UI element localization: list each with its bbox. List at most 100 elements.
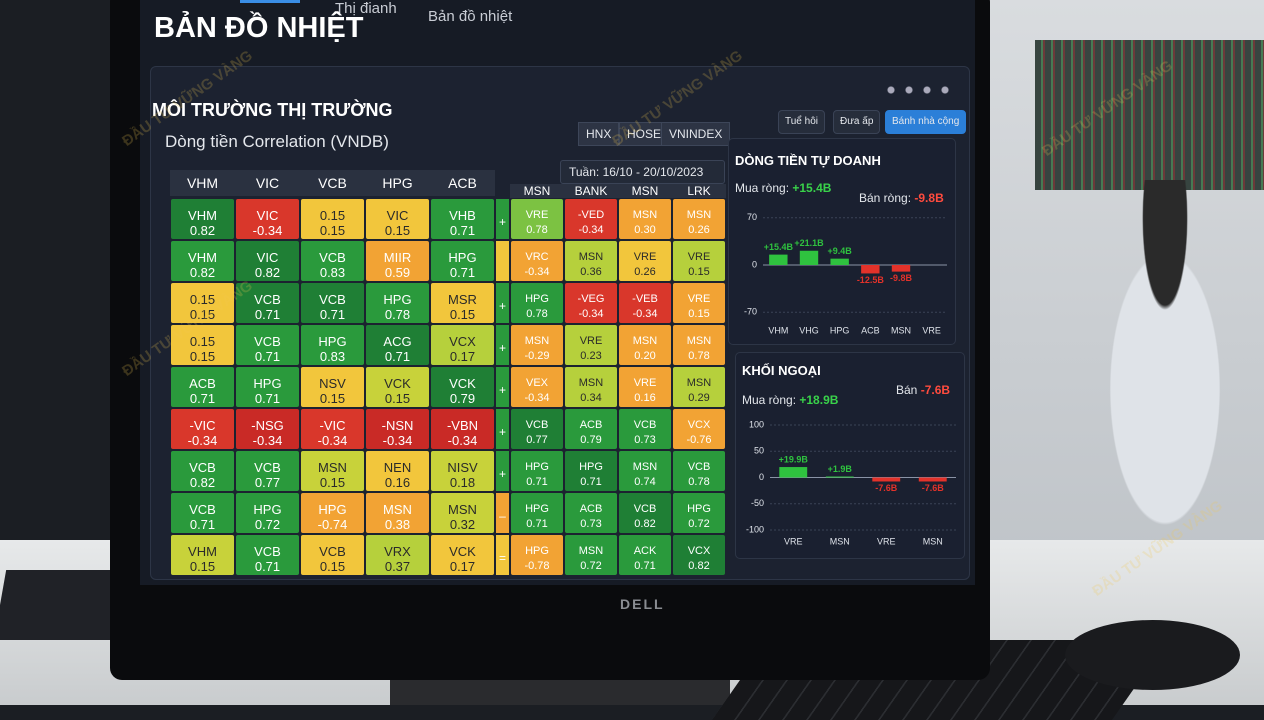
heatmap-cell: VHM 0.82 — [170, 198, 235, 240]
heatmap-cell: ACB 0.73 — [564, 492, 618, 534]
cell-ticker: HPG — [318, 502, 347, 517]
cell-ticker: VRE — [525, 209, 549, 221]
heatmap-cell: 0.15 0.15 — [170, 282, 235, 324]
buy-value: +15.4B — [792, 181, 832, 195]
cell-value: 0.34 — [580, 392, 602, 404]
cell-value: 0.73 — [634, 434, 656, 446]
cell-ticker: -VEG — [577, 293, 605, 305]
cell-ticker: MIIR — [383, 250, 412, 265]
tab[interactable]: Bản đồ nhiệt — [428, 8, 513, 25]
cell-value: 0.71 — [254, 391, 281, 406]
heatmap-cell: HPG -0.74 — [300, 492, 365, 534]
heatmap-cell: VCX -0.76 — [672, 408, 726, 450]
cell-value: -0.76 — [686, 434, 712, 446]
cell-ticker: VCB — [633, 419, 657, 431]
column-header: MSN — [510, 184, 564, 198]
cell-ticker: VRE — [633, 377, 657, 389]
value-label: -7.6B — [875, 483, 898, 493]
subtitle: Dòng tiền Correlation (VNDB) — [165, 132, 389, 151]
x-tick-label: ACB — [861, 325, 880, 335]
cell-value: -0.78 — [524, 560, 550, 572]
cell-ticker: ACK — [633, 545, 657, 557]
cell-ticker: VRE — [579, 335, 603, 347]
cell-value: 0.17 — [449, 349, 476, 364]
heatmap-cell: HPG 0.83 — [300, 324, 365, 366]
label: Mua ròng: — [735, 181, 790, 195]
column-header: VIC — [235, 170, 300, 196]
cell-ticker: VCB — [525, 419, 549, 431]
heatmap-cell: VHM 0.15 — [170, 534, 235, 576]
y-tick-label: -70 — [744, 307, 757, 317]
toolbar-icons[interactable] — [882, 84, 952, 96]
heatmap-cell: MSN 0.26 — [672, 198, 726, 240]
heatmap-cell: ACK 0.71 — [618, 534, 672, 576]
bar — [779, 467, 808, 478]
sign-cell — [495, 240, 510, 282]
value-label: -9.8B — [890, 273, 913, 283]
heatmap-cell: VIC 0.82 — [235, 240, 300, 282]
heatmap-cell: VCB 0.82 — [170, 450, 235, 492]
toolbar-button[interactable]: Bánh nhà cộng — [885, 110, 967, 134]
heatmap-cell: VRE 0.78 — [510, 198, 564, 240]
cell-ticker: VCB — [189, 460, 216, 475]
cell-ticker: 0.15 — [189, 292, 216, 307]
person — [1080, 180, 1250, 560]
cell-value: 0.82 — [189, 265, 216, 280]
label: Bán ròng: — [859, 191, 912, 205]
toolbar-button[interactable]: Tuể hôi — [778, 110, 825, 134]
cell-value: 0.71 — [319, 307, 346, 322]
cell-ticker: ACG — [383, 334, 412, 349]
cell-value: 0.15 — [449, 307, 476, 322]
heatmap-cell: -VBN -0.34 — [430, 408, 495, 450]
cell-value: -0.34 — [252, 433, 283, 448]
heatmap-cell: VRE 0.16 — [618, 366, 672, 408]
cell-ticker: VCX — [687, 419, 711, 431]
toolbar-button[interactable]: Đưa ấp — [833, 110, 881, 134]
heatmap-cell: ACB 0.71 — [170, 366, 235, 408]
cell-value: 0.15 — [319, 475, 346, 490]
cell-value: 0.71 — [189, 391, 216, 406]
cell-ticker: VHM — [188, 208, 217, 223]
cell-value: -0.34 — [447, 433, 478, 448]
screen: Thị đianh Bản đồ nhiệt BẢN ĐỒ NHIỆT MÔI … — [140, 0, 975, 585]
sign-cell: + — [495, 324, 510, 366]
cell-value: 0.15 — [189, 307, 216, 322]
heatmap-cell: VRC -0.34 — [510, 240, 564, 282]
cell-value: 0.71 — [526, 476, 548, 488]
sign-cell: = — [495, 534, 510, 576]
x-tick-label: VHM — [768, 325, 788, 335]
cell-value: 0.79 — [580, 434, 602, 446]
heatmap-cell: VRE 0.15 — [672, 282, 726, 324]
y-tick-label: -100 — [746, 524, 764, 534]
cell-ticker: VCB — [319, 250, 346, 265]
heatmap-cell: HPG 0.71 — [510, 450, 564, 492]
cell-ticker: VCB — [633, 503, 657, 515]
tab[interactable]: Thị đianh — [335, 0, 397, 17]
bar — [891, 265, 911, 272]
value-label: +15.4B — [764, 242, 794, 252]
mouse — [1065, 620, 1240, 690]
heatmap-cell: NEN 0.16 — [365, 450, 430, 492]
cell-ticker: VCX — [687, 545, 711, 557]
cell-value: 0.20 — [634, 350, 656, 362]
heatmap-cell: VRE 0.15 — [672, 240, 726, 282]
cell-ticker: VCB — [189, 502, 216, 517]
exchange-button[interactable]: HNX — [578, 122, 620, 146]
heatmap-cell: VCK 0.15 — [365, 366, 430, 408]
heatmap-cell: VRX 0.37 — [365, 534, 430, 576]
exchange-button[interactable]: VNINDEX — [661, 122, 731, 146]
y-tick-label: 0 — [759, 472, 764, 482]
heatmap-cell: VCB 0.71 — [235, 324, 300, 366]
cell-value: -0.34 — [524, 392, 550, 404]
cell-ticker: HPG — [525, 545, 549, 557]
cell-ticker: VCB — [319, 292, 346, 307]
cell-value: 0.15 — [189, 349, 216, 364]
heatmap-cell: MSN 0.72 — [564, 534, 618, 576]
week-selector[interactable]: Tuần: 16/10 - 20/10/2023 — [560, 160, 725, 184]
cell-ticker: MSN — [632, 335, 658, 347]
exchange-button[interactable]: HOSE — [619, 122, 670, 146]
heatmap-cell: VRE 0.23 — [564, 324, 618, 366]
bar — [769, 254, 788, 265]
cell-value: 0.82 — [189, 475, 216, 490]
heatmap-cell: MSN -0.29 — [510, 324, 564, 366]
